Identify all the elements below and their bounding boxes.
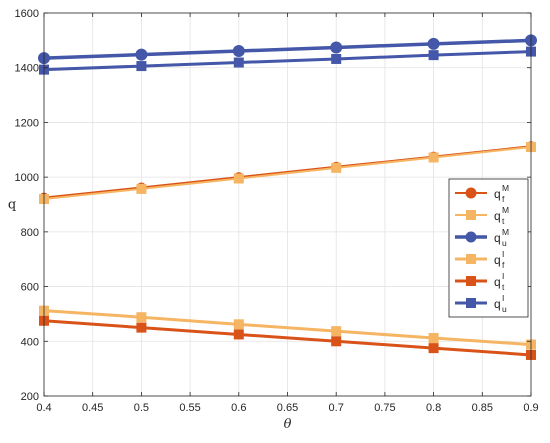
data-point: [233, 57, 244, 68]
x-tick-label: 0.6: [231, 402, 246, 414]
data-point: [136, 183, 147, 194]
x-tick-label: 0.5: [134, 402, 149, 414]
series-line: [43, 319, 532, 357]
x-tick-label: 0.65: [277, 402, 298, 414]
y-tick-label: 400: [21, 336, 39, 348]
legend-label-superscript: I: [502, 293, 504, 303]
series-4: [39, 315, 536, 360]
data-point: [232, 45, 245, 58]
legend-label-superscript: I: [502, 271, 504, 281]
data-point: [233, 319, 244, 330]
legend-marker: [466, 276, 476, 286]
legend-label-superscript: M: [502, 183, 509, 193]
legend: q Mfq Mtq Muq Ifq Itq Iu: [448, 178, 529, 318]
data-point: [331, 162, 342, 173]
y-tick-label: 600: [21, 282, 39, 294]
data-point: [428, 333, 439, 344]
legend-entry: q Mu: [455, 227, 509, 248]
data-point: [136, 322, 147, 333]
x-tick-label: 0.4: [36, 402, 51, 414]
series-2: [38, 34, 537, 65]
data-point: [428, 50, 439, 61]
legend-label: q: [494, 297, 501, 311]
data-point: [331, 53, 342, 64]
legend-label-subscript: f: [502, 194, 505, 204]
series-line: [43, 146, 532, 201]
series-line: [43, 50, 532, 72]
x-axis-label: θ: [284, 417, 292, 432]
legend-marker: [465, 231, 477, 243]
x-tick-label: 0.9: [523, 402, 538, 414]
legend-marker: [466, 210, 476, 220]
data-point: [136, 61, 147, 72]
x-tick-label: 0.85: [472, 402, 493, 414]
legend-entry: q It: [455, 271, 505, 292]
legend-entry: q If: [455, 249, 505, 270]
legend-label-subscript: u: [502, 304, 507, 314]
legend-entry: q Mf: [455, 183, 509, 204]
data-point: [331, 336, 342, 347]
legend-label-superscript: M: [502, 205, 509, 215]
x-tick-label: 0.75: [374, 402, 395, 414]
y-tick-label: 1000: [15, 172, 39, 184]
legend-label: q: [494, 231, 501, 245]
legend-label: q: [494, 275, 501, 289]
series-line: [43, 38, 532, 60]
y-tick-label: 1200: [15, 117, 39, 129]
data-point: [427, 37, 440, 50]
legend-label-subscript: f: [502, 260, 505, 270]
legend-label: q: [494, 187, 501, 201]
axis-ticks: 0.4 0.45 0.5 0.55 0.6 0.65 0.7 0.75 0.8 0.85 0.9 20…: [15, 8, 539, 414]
legend-entry: q Iu: [455, 293, 507, 314]
legend-label: q: [494, 209, 501, 223]
x-tick-label: 0.7: [329, 402, 344, 414]
series-line: [43, 309, 532, 347]
y-tick-label: 1400: [15, 63, 39, 75]
x-tick-label: 0.8: [426, 402, 441, 414]
y-tick-label: 1600: [15, 8, 39, 20]
data-point: [428, 343, 439, 354]
data-point: [331, 326, 342, 337]
data-point: [136, 312, 147, 323]
data-point: [330, 41, 343, 54]
legend-label-subscript: t: [502, 216, 505, 226]
legend-label-subscript: u: [502, 238, 507, 248]
data-point: [233, 329, 244, 340]
x-tick-label: 0.45: [82, 402, 103, 414]
legend-box: [448, 178, 529, 318]
legend-marker: [466, 254, 476, 264]
data-point: [233, 173, 244, 184]
y-tick-label: 200: [21, 391, 39, 403]
legend-label-superscript: M: [502, 227, 509, 237]
legend-label-superscript: I: [502, 249, 504, 259]
data-point: [428, 152, 439, 163]
legend-entry: q Mt: [455, 205, 509, 226]
data-point: [135, 48, 148, 61]
legend-marker: [465, 187, 477, 199]
x-tick-label: 0.55: [179, 402, 200, 414]
y-tick-label: 800: [21, 227, 39, 239]
legend-label-subscript: t: [502, 282, 505, 292]
y-axis-label: q: [8, 198, 16, 213]
legend-label: q: [494, 253, 501, 267]
legend-marker: [466, 298, 476, 308]
